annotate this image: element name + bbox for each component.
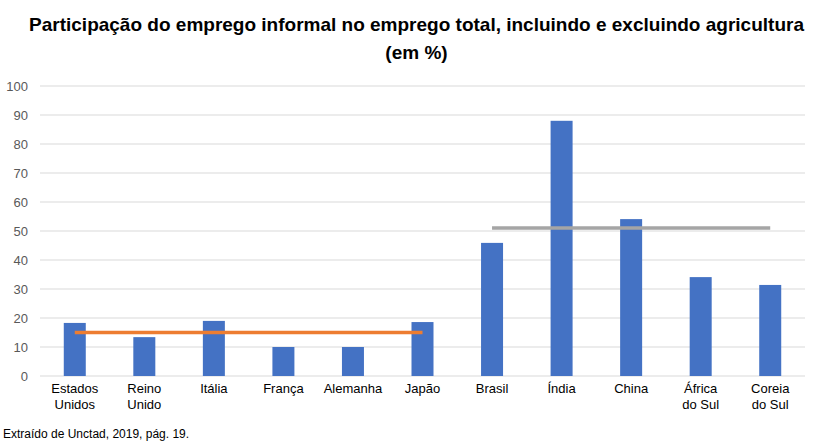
bar — [272, 347, 294, 376]
grid-line — [40, 202, 805, 203]
reference-line — [492, 226, 770, 230]
grid-line — [40, 173, 805, 174]
x-tick-label: Alemanha — [324, 381, 383, 396]
label-line: Estados — [51, 381, 98, 396]
label-line: Unido — [127, 397, 161, 412]
bar — [620, 219, 642, 376]
y-tick-label: 20 — [14, 311, 28, 326]
bar — [551, 121, 573, 376]
x-tick-label: Coreiado Sul — [751, 381, 790, 412]
bar — [412, 322, 434, 376]
x-tick-label: China — [614, 381, 649, 396]
title-line: Participação do emprego informal no empr… — [29, 14, 804, 35]
source-note: Extraído de Unctad, 2019, pág. 19. — [3, 427, 189, 441]
y-tick-label: 0 — [21, 369, 28, 384]
y-tick-label: 60 — [14, 195, 28, 210]
grid-line — [40, 260, 805, 261]
marks — [64, 121, 781, 376]
grid-line — [40, 115, 805, 116]
x-tick-label: ReinoUnido — [127, 381, 161, 412]
label-line: Unidos — [55, 397, 96, 412]
bar — [133, 337, 155, 376]
y-tick-label: 80 — [14, 137, 28, 152]
grid — [40, 86, 805, 376]
reference-line — [75, 331, 423, 335]
y-tick-label: 100 — [6, 79, 28, 94]
label-line: Coreia — [751, 381, 790, 396]
bar — [342, 347, 364, 376]
x-tick-label: Itália — [200, 381, 228, 396]
y-tick-label: 30 — [14, 282, 28, 297]
x-tick-label: Áfricado Sul — [682, 381, 719, 412]
chart-title: Participação do emprego informal no empr… — [29, 14, 804, 63]
x-tick-label: Índia — [547, 381, 576, 396]
grid-line — [40, 231, 805, 232]
grid-line — [40, 144, 805, 145]
grid-line — [40, 86, 805, 87]
label-line: África — [684, 381, 718, 396]
y-tick-label: 50 — [14, 224, 28, 239]
chart-container: Participação do emprego informal no empr… — [0, 0, 833, 444]
bar — [203, 321, 225, 376]
x-tick-label: França — [263, 381, 304, 396]
label-line: do Sul — [752, 397, 789, 412]
x-tick-label: EstadosUnidos — [51, 381, 98, 412]
label-line: Reino — [127, 381, 161, 396]
y-tick-label: 90 — [14, 108, 28, 123]
y-tick-label: 40 — [14, 253, 28, 268]
chart-svg: Participação do emprego informal no empr… — [0, 0, 833, 444]
title-line: (em %) — [385, 42, 447, 63]
x-tick-label: Japão — [405, 381, 440, 396]
y-tick-label: 70 — [14, 166, 28, 181]
bar — [481, 243, 503, 376]
bar — [690, 277, 712, 376]
y-tick-label: 10 — [14, 340, 28, 355]
x-tick-label: Brasil — [476, 381, 509, 396]
label-line: do Sul — [682, 397, 719, 412]
bar — [759, 285, 781, 376]
